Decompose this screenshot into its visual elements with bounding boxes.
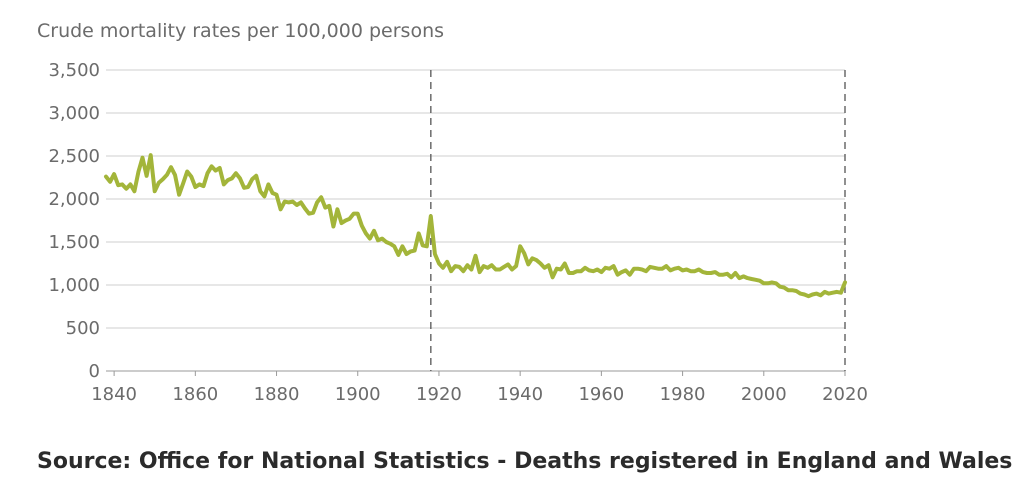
mortality-series-line [104, 153, 847, 299]
source-note: Source: Office for National Statistics -… [37, 449, 1012, 474]
reference-lines [430, 70, 846, 371]
y-tick-label: 500 [66, 318, 100, 339]
x-tick-label: 2000 [741, 384, 787, 405]
y-axis-ticks: 0 500 1,000 1,500 2,000 2,500 3,000 3,500 [48, 60, 100, 382]
x-axis: 1840 1860 1880 1900 1920 1940 1960 1980 2000 2020 [91, 371, 868, 405]
y-tick-label: 2,500 [48, 146, 100, 167]
x-tick-label: 1900 [335, 384, 381, 405]
y-axis-title: Crude mortality rates per 100,000 person… [37, 20, 444, 42]
y-tick-label: 1,500 [48, 232, 100, 253]
y-tick-label: 3,000 [48, 103, 100, 124]
x-tick-label: 1840 [91, 384, 137, 405]
y-tick-label: 2,000 [48, 189, 100, 210]
x-tick-label: 1960 [578, 384, 624, 405]
x-tick-label: 1880 [254, 384, 300, 405]
y-tick-label: 0 [89, 361, 100, 382]
x-tick-label: 1920 [416, 384, 462, 405]
y-tick-label: 1,000 [48, 275, 100, 296]
series-layer [104, 153, 847, 299]
x-tick-label: 1860 [172, 384, 218, 405]
gridlines [106, 69, 845, 372]
y-tick-label: 3,500 [48, 60, 100, 81]
x-tick-label: 1980 [660, 384, 706, 405]
x-tick-label: 2020 [822, 384, 868, 405]
x-tick-label: 1940 [497, 384, 543, 405]
